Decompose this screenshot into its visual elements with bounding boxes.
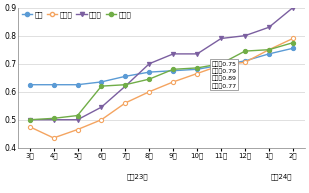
福島県 bbox=[195, 67, 199, 69]
全国 bbox=[291, 47, 295, 49]
Line: 岩手県: 岩手県 bbox=[28, 36, 295, 140]
Legend: 全国, 岩手県, 宮城県, 福島県: 全国, 岩手県, 宮城県, 福島県 bbox=[21, 11, 132, 19]
Line: 福島県: 福島県 bbox=[28, 41, 295, 122]
岩手県 bbox=[267, 48, 271, 51]
宮城県 bbox=[243, 35, 247, 37]
福島県 bbox=[243, 50, 247, 52]
福島県 bbox=[99, 85, 103, 87]
Text: 平成23年: 平成23年 bbox=[126, 173, 148, 179]
福島県 bbox=[124, 84, 127, 86]
全国 bbox=[28, 84, 32, 86]
宮城県 bbox=[124, 85, 127, 87]
岩手県 bbox=[124, 102, 127, 104]
福島県 bbox=[147, 78, 151, 80]
岩手県 bbox=[28, 126, 32, 128]
宮城県 bbox=[76, 119, 79, 121]
全国 bbox=[243, 60, 247, 62]
福島県 bbox=[171, 68, 175, 70]
岩手県 bbox=[99, 119, 103, 121]
岩手県 bbox=[243, 61, 247, 63]
宮城県 bbox=[267, 26, 271, 28]
全国 bbox=[147, 71, 151, 73]
福島県 bbox=[76, 114, 79, 117]
Text: 平成24年: 平成24年 bbox=[270, 173, 292, 179]
岩手県 bbox=[219, 64, 223, 66]
全国 bbox=[124, 75, 127, 77]
全国 bbox=[219, 64, 223, 66]
福島県 bbox=[291, 41, 295, 44]
福島県 bbox=[28, 119, 32, 121]
全国 bbox=[52, 84, 55, 86]
岩手県 bbox=[291, 37, 295, 40]
全国 bbox=[195, 68, 199, 70]
全国 bbox=[99, 81, 103, 83]
福島県 bbox=[219, 63, 223, 65]
宮城県 bbox=[171, 53, 175, 55]
宮城県 bbox=[195, 53, 199, 55]
全国 bbox=[171, 69, 175, 72]
福島県 bbox=[52, 117, 55, 119]
宮城県 bbox=[52, 119, 55, 121]
Text: 全国：0.75
岩手：0.79
宮城：0.89
福島：0.77: 全国：0.75 岩手：0.79 宮城：0.89 福島：0.77 bbox=[211, 61, 237, 89]
全国 bbox=[267, 53, 271, 55]
福島県 bbox=[267, 48, 271, 51]
岩手県 bbox=[171, 81, 175, 83]
全国 bbox=[76, 84, 79, 86]
宮城県 bbox=[147, 63, 151, 65]
宮城県 bbox=[99, 106, 103, 108]
宮城県 bbox=[291, 7, 295, 9]
宮城県 bbox=[219, 37, 223, 40]
岩手県 bbox=[147, 91, 151, 93]
Line: 宮城県: 宮城県 bbox=[28, 6, 295, 122]
Line: 全国: 全国 bbox=[28, 46, 295, 87]
岩手県 bbox=[195, 72, 199, 75]
岩手県 bbox=[76, 128, 79, 131]
岩手県 bbox=[52, 137, 55, 139]
宮城県 bbox=[28, 119, 32, 121]
